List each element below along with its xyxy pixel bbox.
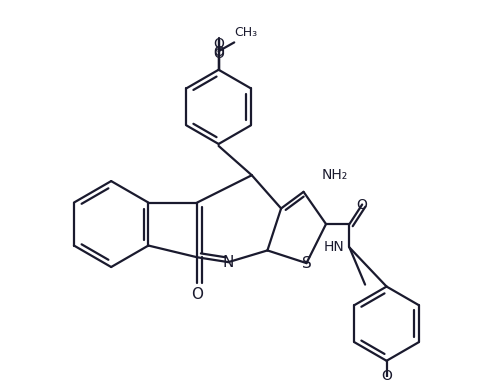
Text: N: N — [223, 254, 234, 270]
Text: O: O — [356, 198, 368, 211]
Text: O: O — [191, 287, 203, 302]
Text: O: O — [213, 45, 224, 59]
Text: CH₃: CH₃ — [234, 26, 257, 39]
Text: HN: HN — [324, 241, 345, 254]
Text: O: O — [213, 37, 224, 51]
Text: S: S — [301, 256, 311, 271]
Text: NH₂: NH₂ — [321, 168, 347, 182]
Text: O: O — [213, 47, 224, 61]
Text: O: O — [381, 369, 392, 383]
